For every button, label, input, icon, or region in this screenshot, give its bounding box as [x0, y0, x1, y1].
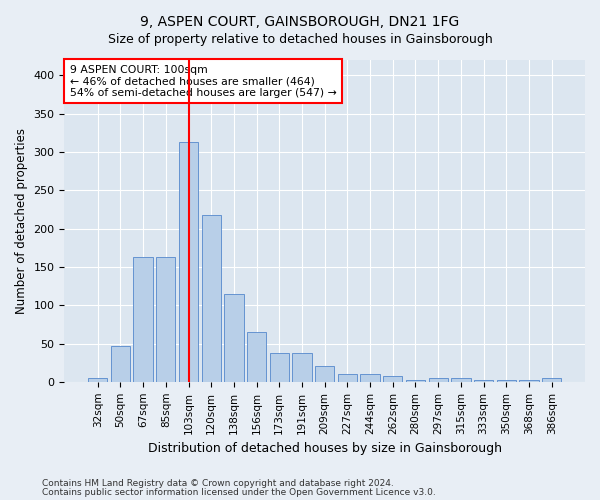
Bar — [88, 378, 107, 382]
Bar — [111, 346, 130, 382]
Bar — [451, 378, 470, 382]
Text: Size of property relative to detached houses in Gainsborough: Size of property relative to detached ho… — [107, 32, 493, 46]
Y-axis label: Number of detached properties: Number of detached properties — [15, 128, 28, 314]
Bar — [361, 374, 380, 382]
Bar — [542, 378, 562, 382]
Bar — [474, 380, 493, 382]
Bar — [292, 354, 311, 382]
Text: Contains HM Land Registry data © Crown copyright and database right 2024.: Contains HM Land Registry data © Crown c… — [42, 479, 394, 488]
Bar — [338, 374, 357, 382]
Bar — [179, 142, 198, 382]
Bar — [383, 376, 403, 382]
Bar — [497, 380, 516, 382]
Bar — [269, 354, 289, 382]
Text: 9 ASPEN COURT: 100sqm
← 46% of detached houses are smaller (464)
54% of semi-det: 9 ASPEN COURT: 100sqm ← 46% of detached … — [70, 65, 337, 98]
Text: Contains public sector information licensed under the Open Government Licence v3: Contains public sector information licen… — [42, 488, 436, 497]
Text: 9, ASPEN COURT, GAINSBOROUGH, DN21 1FG: 9, ASPEN COURT, GAINSBOROUGH, DN21 1FG — [140, 15, 460, 29]
Bar — [202, 215, 221, 382]
Bar — [315, 366, 334, 382]
Bar — [133, 257, 153, 382]
X-axis label: Distribution of detached houses by size in Gainsborough: Distribution of detached houses by size … — [148, 442, 502, 455]
Bar — [156, 257, 175, 382]
Bar — [247, 332, 266, 382]
Bar — [224, 294, 244, 382]
Bar — [520, 380, 539, 382]
Bar — [428, 378, 448, 382]
Bar — [406, 380, 425, 382]
